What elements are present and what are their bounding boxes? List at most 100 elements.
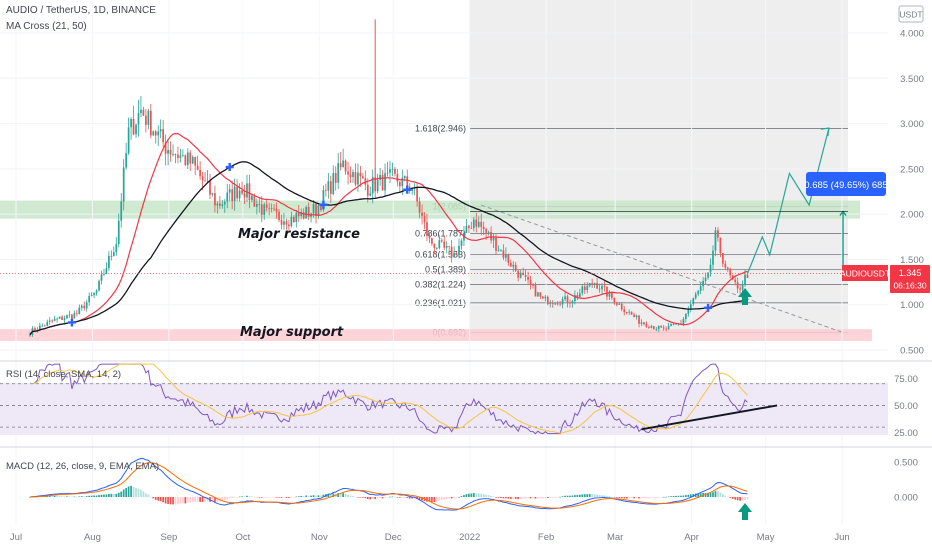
macd-histogram-bar	[71, 496, 73, 498]
candle	[98, 280, 100, 291]
indicator-label[interactable]: MA Cross (21, 50)	[6, 21, 87, 32]
macd-histogram-bar	[283, 497, 285, 498]
macd-histogram-bar	[660, 497, 663, 498]
candle	[78, 307, 81, 315]
candle	[544, 296, 547, 299]
macd-histogram-bar	[310, 495, 312, 497]
macd-histogram-bar	[312, 495, 315, 497]
macd-histogram-bar	[295, 496, 298, 498]
macd-histogram-bar	[238, 496, 241, 498]
macd-histogram-bar	[591, 494, 594, 497]
macd-histogram-bar	[73, 496, 76, 498]
candle	[135, 124, 137, 135]
candle	[325, 189, 327, 191]
macd-histogram-bar	[191, 497, 194, 502]
macd-histogram-bar	[251, 496, 253, 497]
candle	[209, 180, 211, 195]
candle	[529, 279, 532, 285]
macd-histogram-bar	[226, 497, 229, 500]
macd-histogram-bar	[497, 497, 500, 498]
candle	[620, 303, 623, 310]
macd-histogram-bar	[569, 495, 571, 497]
candle	[191, 156, 194, 164]
candle	[214, 193, 216, 206]
candle	[532, 284, 534, 286]
macd-histogram-bar	[505, 497, 507, 499]
macd-histogram-bar	[214, 497, 216, 502]
candle	[623, 309, 626, 313]
macd-histogram-bar	[253, 496, 256, 498]
candle	[448, 245, 451, 247]
price-axis[interactable]: 4.000 3.500 3.000 2.500 2.000 1.500 1.000 0.500…	[894, 29, 924, 504]
candle	[211, 193, 214, 195]
macd-histogram-bar	[561, 496, 564, 497]
candle	[228, 189, 231, 193]
candle	[433, 243, 436, 249]
candle	[88, 295, 91, 303]
svg-text:0.685 (49.65%) 685: 0.685 (49.65%) 685	[804, 180, 887, 191]
candle	[519, 272, 522, 278]
time-axis[interactable]: Jul Aug Sep Oct Nov Dec 2022 Feb Mar Apr May Jun	[10, 532, 850, 543]
macd-histogram-bar	[201, 497, 204, 502]
macd-histogram-bar	[290, 497, 293, 498]
macd-histogram-bar	[389, 496, 391, 498]
candle	[307, 206, 310, 217]
macd-histogram-bar	[541, 497, 544, 499]
candle	[320, 205, 322, 211]
macd-histogram-bar	[366, 497, 369, 500]
candle	[283, 221, 285, 225]
candle	[280, 220, 283, 225]
macd-histogram-bar	[448, 497, 451, 499]
macd-histogram-bar	[236, 497, 238, 498]
currency-badge[interactable]: USDT	[898, 5, 924, 23]
candle	[334, 173, 337, 183]
macd-histogram-bar	[396, 497, 399, 498]
candle	[719, 237, 722, 254]
macd-histogram-bar	[566, 495, 569, 497]
ma-cross-icon	[225, 163, 234, 172]
candle	[386, 172, 389, 174]
macd-histogram-bar	[665, 496, 668, 498]
candle	[450, 246, 453, 258]
rsi-series	[0, 363, 888, 435]
macd-histogram-bar	[482, 494, 485, 497]
macd-histogram-bar	[147, 494, 150, 497]
macd-histogram-bar	[677, 495, 680, 497]
time-axis-tick: Oct	[235, 532, 250, 543]
macd-histogram-bar	[157, 497, 160, 501]
candle	[744, 274, 746, 285]
macd-histogram-bar	[657, 497, 660, 498]
candle	[344, 160, 347, 172]
candle	[357, 172, 359, 185]
candle	[426, 222, 428, 236]
candle	[108, 255, 110, 269]
price-axis-tick: 1.000	[900, 300, 924, 311]
macd-histogram-bar	[248, 496, 251, 497]
candle	[702, 280, 704, 287]
candle	[38, 325, 41, 331]
macd-histogram-bar	[596, 494, 598, 497]
macd-histogram-bar	[707, 492, 709, 497]
macd-histogram-bar	[406, 497, 409, 498]
macd-histogram-bar	[680, 495, 682, 497]
macd-histogram-bar	[322, 494, 325, 497]
macd-histogram-bar	[154, 497, 157, 500]
macd-histogram-bar	[675, 495, 677, 497]
candle	[196, 165, 199, 170]
candle	[290, 216, 293, 227]
macd-histogram-bar	[648, 497, 650, 499]
candle	[556, 303, 559, 305]
candle	[268, 207, 271, 209]
macd-histogram-bar	[502, 497, 505, 499]
macd-label[interactable]: MACD (12, 26, close, 9, EMA, EMA)	[6, 461, 159, 472]
candle	[172, 154, 174, 155]
macd-histogram-bar	[206, 497, 209, 502]
rsi-label[interactable]: RSI (14, close, SMA, 14, 2)	[6, 369, 121, 380]
candle	[512, 264, 515, 267]
macd-histogram-bar	[470, 493, 473, 497]
candle	[157, 131, 160, 136]
macd-signal-line	[29, 462, 748, 510]
macd-histogram-bar	[164, 497, 167, 504]
macd-histogram-bar	[549, 497, 552, 498]
